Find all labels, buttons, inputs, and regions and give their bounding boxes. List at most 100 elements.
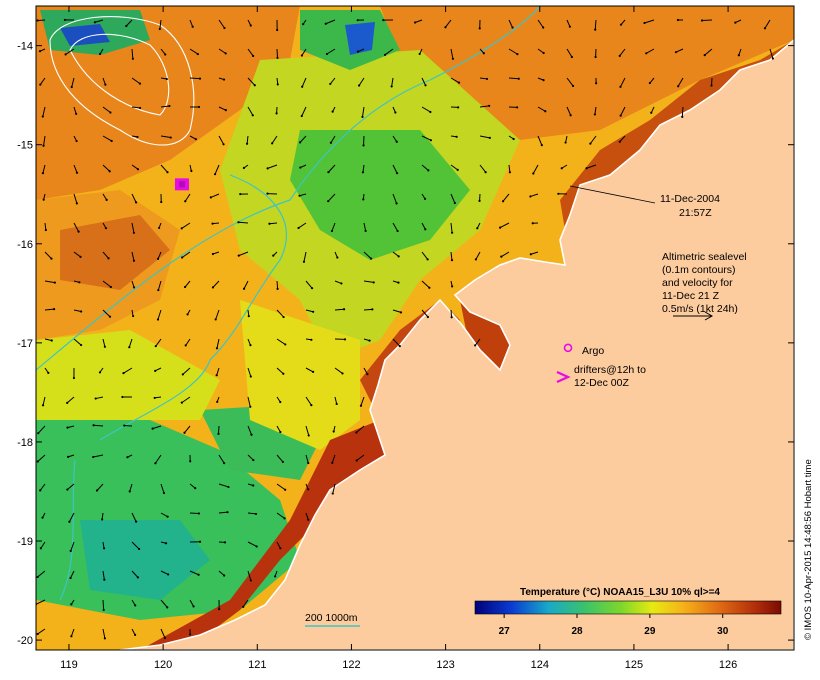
velocity-arrow bbox=[508, 106, 519, 109]
velocity-arrow bbox=[361, 164, 365, 174]
colorbar-title: Temperature (°C) NOAA15_L3U 10% ql>=4 bbox=[520, 587, 720, 598]
velocity-arrow bbox=[302, 251, 307, 263]
velocity-arrow bbox=[160, 628, 167, 640]
velocity-arrow bbox=[421, 164, 430, 172]
velocity-arrow bbox=[299, 164, 307, 169]
velocity-arrow bbox=[73, 222, 80, 233]
velocity-arrow bbox=[421, 222, 427, 231]
velocity-arrow bbox=[363, 222, 367, 233]
velocity-arrow bbox=[276, 541, 282, 550]
velocity-arrow bbox=[356, 19, 365, 22]
velocity-arrow bbox=[73, 106, 78, 115]
velocity-arrow bbox=[36, 19, 46, 22]
velocity-arrow bbox=[566, 106, 572, 117]
velocity-arrow bbox=[382, 19, 394, 22]
drifter-icon bbox=[174, 178, 189, 191]
velocity-arrow bbox=[450, 280, 454, 288]
velocity-arrow bbox=[218, 135, 225, 146]
velocity-arrow bbox=[247, 483, 255, 487]
velocity-arrow bbox=[73, 338, 83, 347]
velocity-arrow bbox=[650, 106, 655, 114]
velocity-arrow bbox=[363, 280, 375, 284]
velocity-arrow bbox=[585, 164, 597, 170]
velocity-arrow bbox=[618, 135, 626, 143]
velocity-arrow bbox=[189, 164, 193, 173]
velocity-arrow bbox=[215, 367, 220, 377]
velocity-arrow bbox=[247, 425, 253, 436]
velocity-arrow bbox=[331, 483, 336, 495]
colorbar-ramp bbox=[474, 600, 782, 615]
drifters-legend: drifters@12h to 12-Dec 00Z bbox=[556, 364, 646, 389]
velocity-arrow bbox=[332, 425, 336, 433]
velocity-arrow bbox=[189, 512, 201, 515]
velocity-arrow bbox=[274, 570, 278, 578]
velocity-arrow bbox=[305, 454, 310, 465]
temperature-colorbar: Temperature (°C) NOAA15_L3U 10% ql>=4 27… bbox=[474, 587, 782, 637]
velocity-arrow bbox=[123, 424, 133, 427]
velocity-arrow bbox=[39, 483, 46, 492]
velocity-arrow bbox=[95, 483, 104, 492]
velocity-arrow bbox=[102, 338, 106, 348]
velocity-arrow bbox=[532, 164, 539, 175]
velocity-arrow bbox=[476, 222, 481, 230]
velocity-arrow bbox=[73, 164, 79, 174]
velocity-arrow bbox=[305, 512, 310, 521]
velocity-arrow bbox=[537, 48, 545, 55]
velocity-arrow bbox=[271, 135, 278, 145]
velocity-arrow bbox=[218, 483, 230, 489]
velocity-arrow bbox=[154, 454, 162, 465]
velocity-arrow bbox=[359, 396, 365, 407]
velocity-arrow bbox=[247, 396, 252, 408]
velocity-arrow bbox=[594, 48, 597, 59]
velocity-arrow bbox=[160, 599, 169, 609]
velocity-arrow bbox=[41, 106, 46, 118]
velocity-arrow bbox=[302, 19, 307, 26]
velocity-arrow bbox=[160, 77, 168, 81]
velocity-arrow bbox=[94, 396, 104, 400]
velocity-arrow bbox=[188, 628, 192, 636]
blue-north bbox=[345, 22, 375, 55]
timestamp-annotation: 11-Dec-2004 21:57Z bbox=[569, 185, 720, 219]
velocity-arrow bbox=[421, 280, 431, 289]
velocity-arrow bbox=[677, 77, 684, 88]
velocity-arrow bbox=[508, 19, 514, 29]
velocity-arrow bbox=[151, 425, 162, 430]
velocity-arrow bbox=[450, 164, 459, 171]
velocity-arrow bbox=[70, 628, 75, 638]
velocity-arrow bbox=[450, 251, 454, 262]
velocity-arrow bbox=[501, 193, 510, 203]
velocity-arrow bbox=[41, 512, 46, 519]
velocity-arrow bbox=[700, 19, 713, 22]
colorbar-tick-label: 29 bbox=[644, 626, 656, 637]
x-tick-label: 124 bbox=[531, 659, 549, 671]
velocity-arrow bbox=[479, 135, 491, 140]
velocity-arrow bbox=[363, 251, 373, 260]
velocity-arrow bbox=[160, 483, 166, 495]
colorbar-ticks: 27 28 29 30 bbox=[499, 614, 729, 637]
velocity-arrow bbox=[392, 251, 400, 258]
velocity-arrow bbox=[557, 192, 568, 195]
velocity-arrow bbox=[763, 19, 771, 30]
velocity-arrow bbox=[160, 512, 169, 518]
velocity-arrow bbox=[331, 106, 336, 113]
velocity-arrow bbox=[242, 599, 249, 608]
velocity-arrow bbox=[392, 164, 399, 175]
velocity-arrow bbox=[479, 164, 487, 174]
velocity-arrow bbox=[160, 135, 172, 139]
velocity-arrow bbox=[363, 308, 374, 311]
velocity-arrow bbox=[537, 135, 543, 147]
map-date: 11-Dec-2004 bbox=[660, 193, 720, 205]
argo-legend: Argo bbox=[582, 345, 604, 357]
velocity-arrow bbox=[73, 309, 83, 313]
velocity-arrow bbox=[154, 338, 162, 348]
velocity-arrow bbox=[131, 512, 138, 523]
velocity-arrow bbox=[737, 48, 742, 57]
velocity-arrow bbox=[298, 193, 307, 197]
velocity-arrow bbox=[300, 48, 307, 57]
velocity-arrow bbox=[421, 251, 429, 261]
velocity-arrow bbox=[334, 396, 338, 406]
velocity-arrow bbox=[189, 48, 199, 56]
velocity-arrow bbox=[325, 48, 336, 56]
y-tick-label: -16 bbox=[17, 239, 33, 251]
velocity-arrow bbox=[64, 48, 75, 56]
